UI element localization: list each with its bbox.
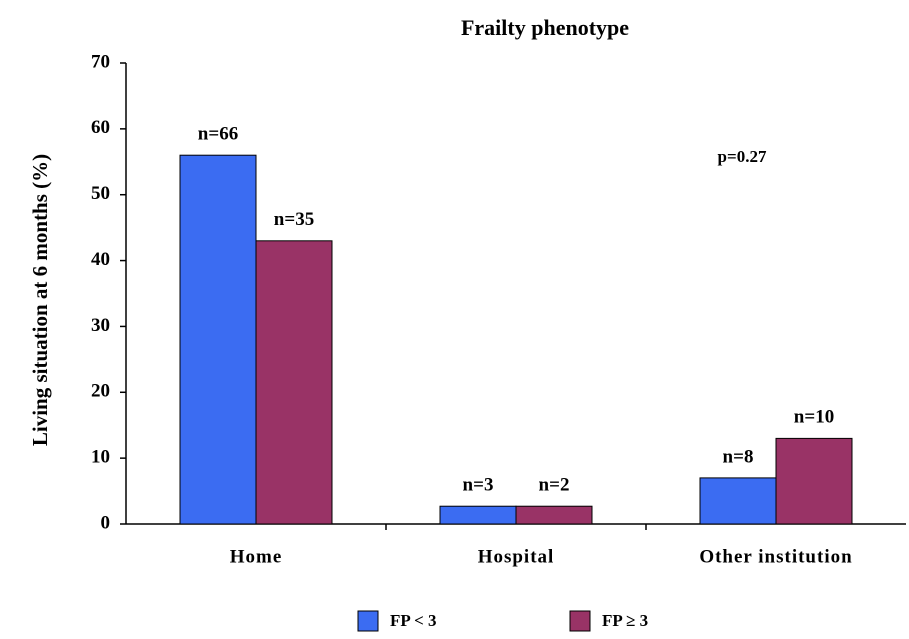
y-tick-label: 70	[91, 51, 110, 72]
y-tick-label: 10	[91, 447, 110, 468]
bar	[775, 437, 853, 525]
bar-annotation: n=10	[794, 407, 834, 428]
y-tick-label: 0	[101, 512, 111, 533]
y-tick-label: 60	[91, 117, 110, 138]
x-tick-label: Hospital	[478, 546, 555, 567]
bar-annotation: n=2	[539, 475, 570, 496]
legend-label: FP ≥ 3	[602, 611, 648, 630]
x-tick-label: Other institution	[699, 546, 852, 567]
bar	[255, 240, 333, 525]
y-axis-label: Living situation at 6 months (%)	[28, 154, 52, 446]
chart-title: Frailty phenotype	[461, 15, 629, 40]
bar-annotation: n=3	[463, 475, 494, 496]
y-tick-label: 30	[91, 315, 110, 336]
bar-annotation: n=66	[198, 124, 238, 145]
bar	[515, 505, 593, 525]
y-tick-label: 40	[91, 249, 110, 270]
legend-swatch	[569, 610, 591, 632]
legend-swatch	[357, 610, 379, 632]
legend-label: FP < 3	[390, 611, 437, 630]
bar	[699, 477, 777, 525]
bar-annotation: n=35	[274, 209, 314, 230]
y-tick-label: 20	[91, 381, 110, 402]
y-tick-label: 50	[91, 183, 110, 204]
bar	[179, 154, 257, 525]
x-tick-label: Home	[230, 546, 283, 567]
p-value: p=0.27	[718, 147, 767, 166]
bar	[439, 505, 517, 525]
bar-annotation: n=8	[723, 446, 754, 467]
